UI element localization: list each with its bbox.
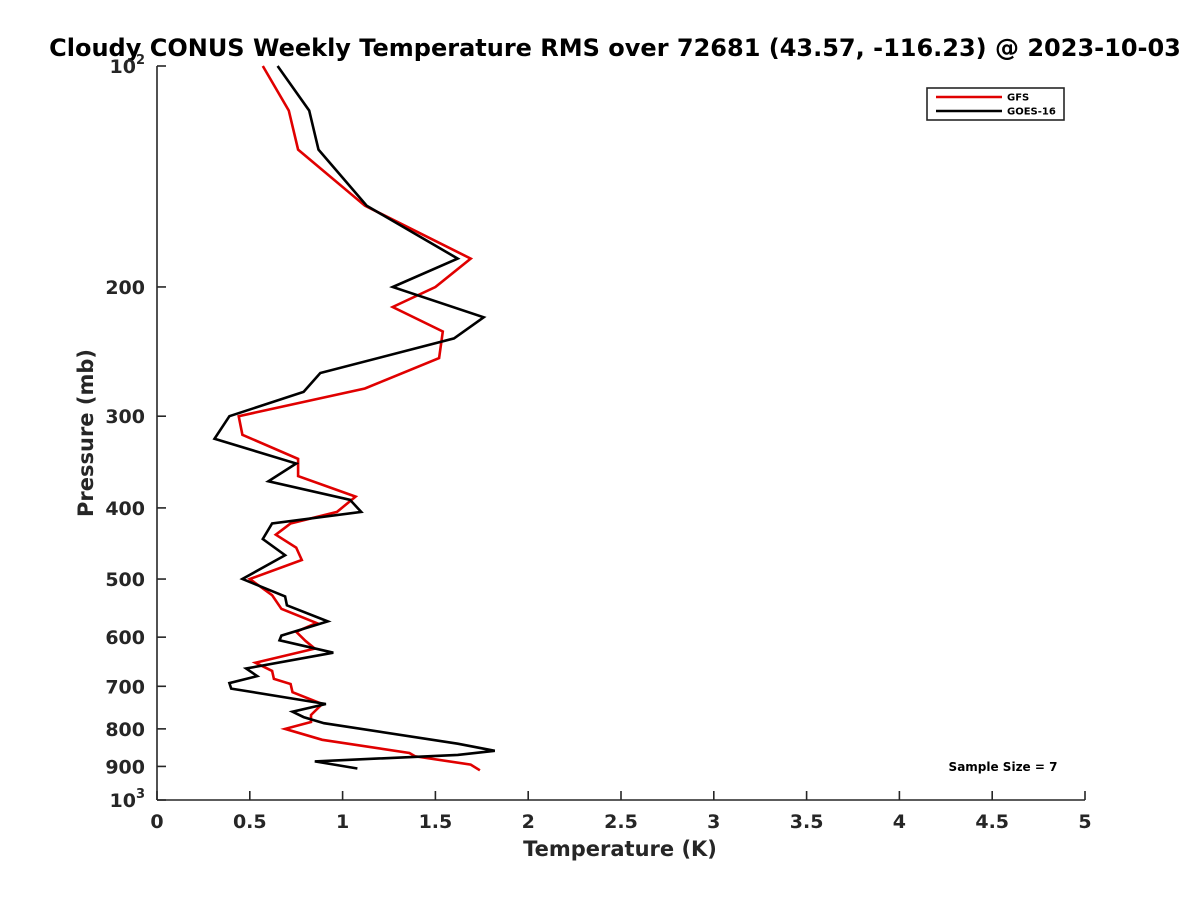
plot-area [212,65,496,772]
x-tick-label: 4 [893,811,906,833]
x-axis-title: Temperature (K) [523,837,717,861]
x-tick-label: 3 [707,811,720,833]
x-tick-label: 0.5 [233,811,267,833]
y-tick-label: 900 [105,756,145,778]
y-tick-label: 102 [110,53,146,78]
x-tick-label: 2.5 [604,811,638,833]
legend: GFS GOES-16 [926,87,1065,121]
y-tick-label: 300 [105,406,145,428]
legend-label-goes-16: GOES-16 [1007,107,1056,118]
y-tick-label: 400 [105,498,145,520]
y-tick-label: 600 [105,627,145,649]
y-tick-label: 103 [110,787,146,812]
x-tick-label: 1.5 [419,811,453,833]
y-tick-label: 500 [105,569,145,591]
legend-box [926,87,1065,121]
x-tick-label: 5 [1078,811,1091,833]
y-tick-label: 200 [105,277,145,299]
series-line-goes-16 [212,65,496,770]
x-tick-label: 0 [150,811,163,833]
chart-title: Cloudy CONUS Weekly Temperature RMS over… [49,34,1181,62]
y-tick-label: 700 [105,676,145,698]
series-line-gfs [237,65,481,772]
x-tick-label: 2 [522,811,535,833]
y-axis-title: Pressure (mb) [74,349,98,517]
y-tick-label: 800 [105,719,145,741]
x-tick-label: 1 [336,811,349,833]
x-tick-label: 3.5 [790,811,824,833]
legend-label-gfs: GFS [1007,93,1029,104]
sample-size-annotation: Sample Size = 7 [949,760,1058,774]
x-tick-label: 4.5 [975,811,1009,833]
axes: 0 0.5 1 1.5 2 2.5 3 3.5 4 4.5 5 102 200 300 400 500 600 7… [105,53,1091,833]
